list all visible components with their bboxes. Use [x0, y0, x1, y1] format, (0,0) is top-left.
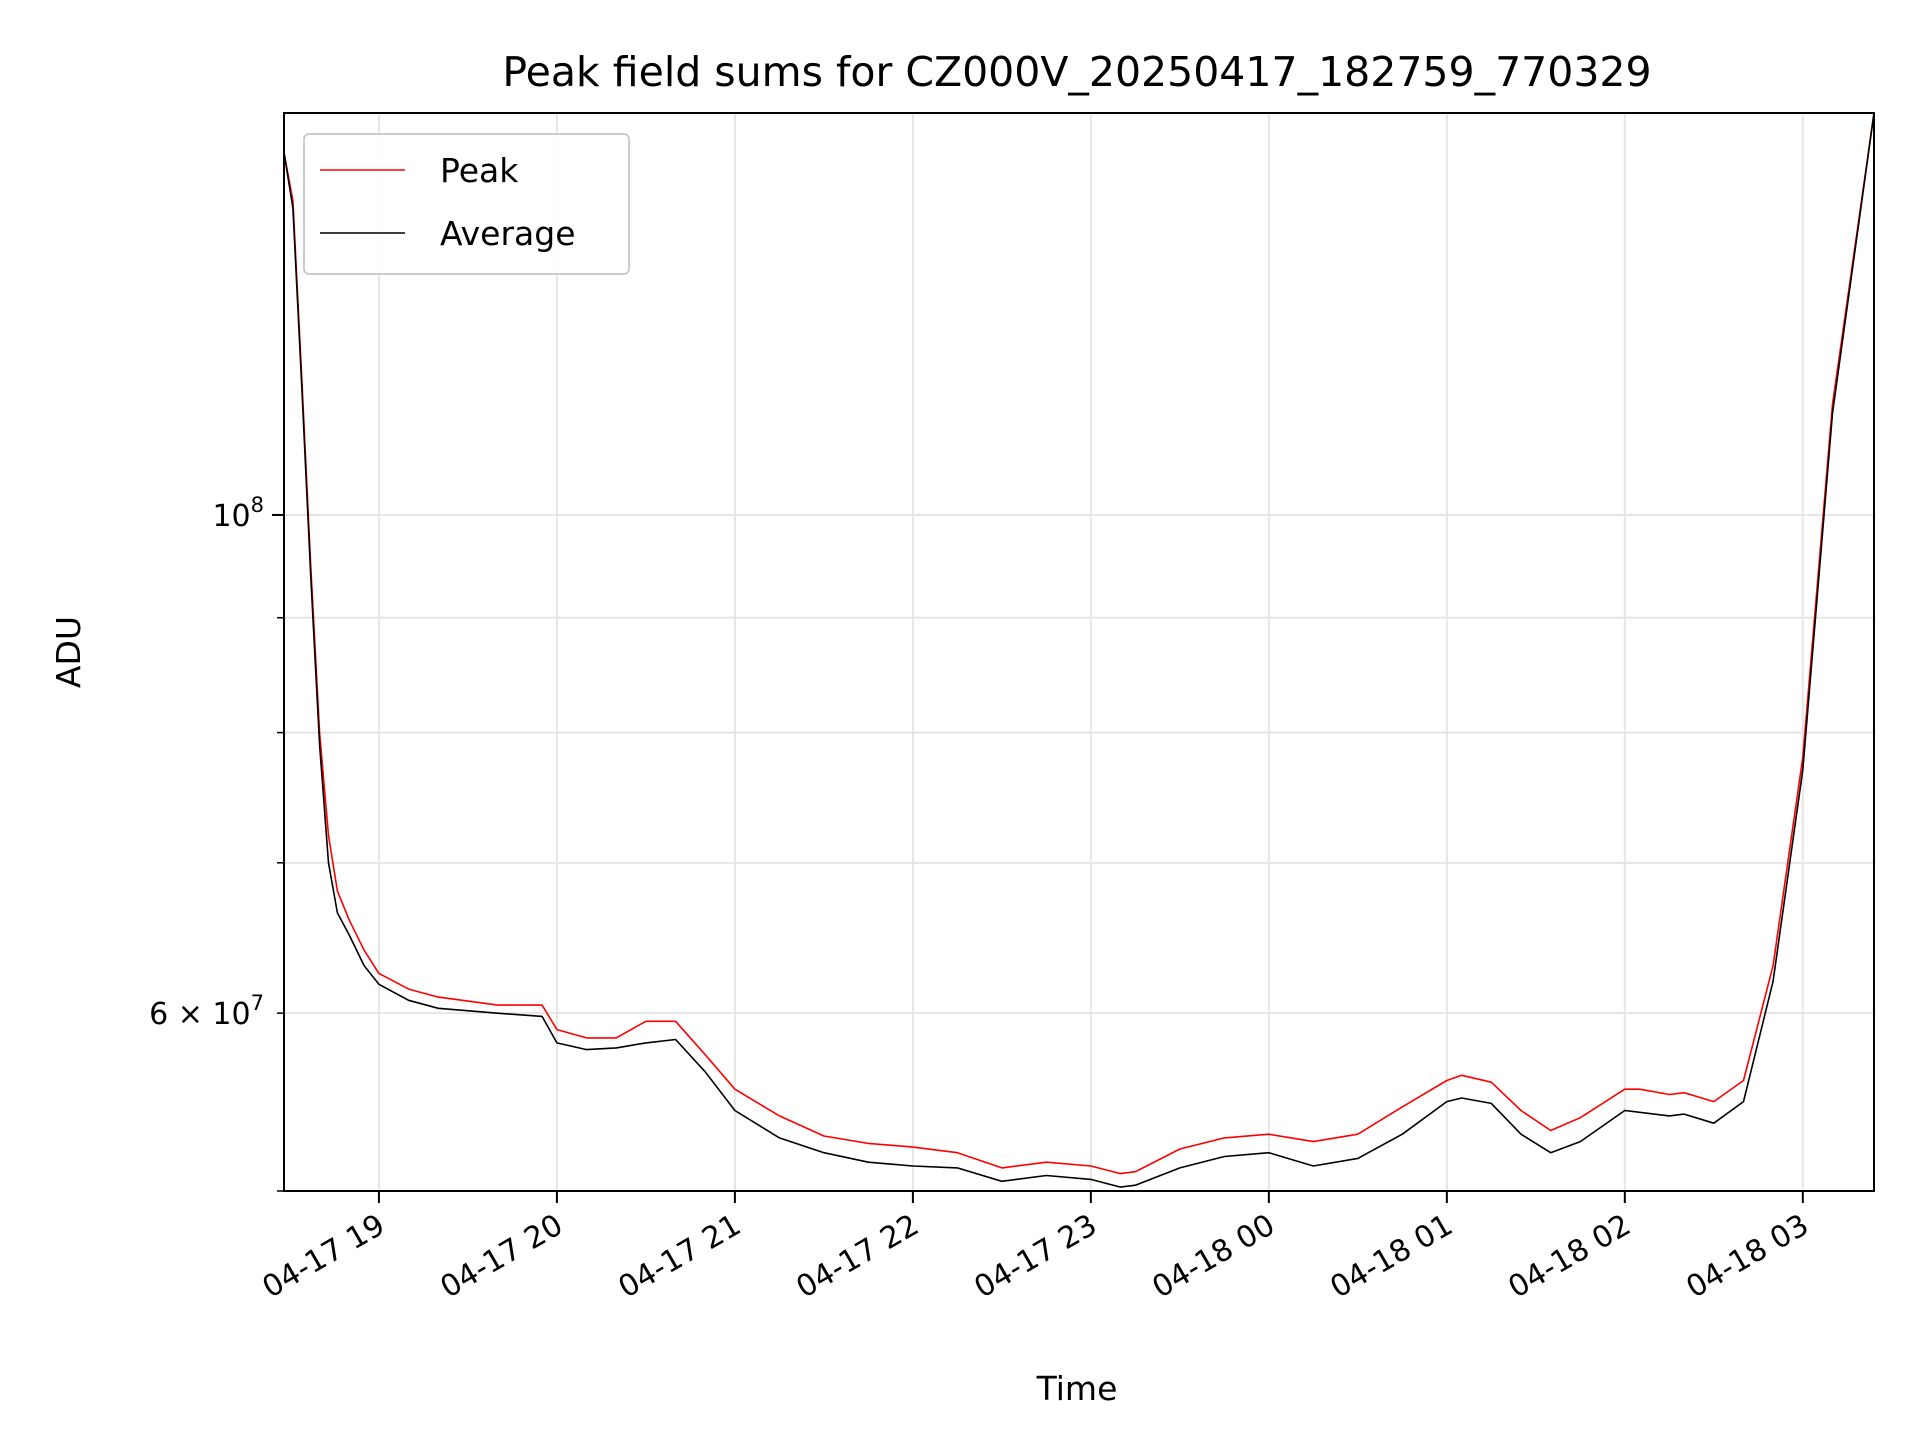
y-tick-label: 6 × 107 [149, 991, 264, 1032]
series-line-average [283, 112, 1875, 1188]
series-line-peak [283, 112, 1875, 1175]
y-axis-ticks: 108 6 × 107 [149, 493, 284, 1192]
legend: Peak Average [303, 133, 630, 275]
legend-box [303, 133, 630, 275]
legend-label-peak: Peak [440, 151, 519, 190]
legend-label-average: Average [440, 214, 576, 253]
y-axis-label: ADU [49, 616, 88, 688]
y-tick-label: 108 [212, 493, 264, 534]
plot-frame [283, 112, 1875, 1192]
grid-lines [284, 113, 1874, 1192]
chart-title: Peak field sums for CZ000V_20250417_1827… [502, 48, 1651, 96]
series-lines [283, 112, 1875, 1188]
x-axis-label: Time [1036, 1369, 1118, 1408]
